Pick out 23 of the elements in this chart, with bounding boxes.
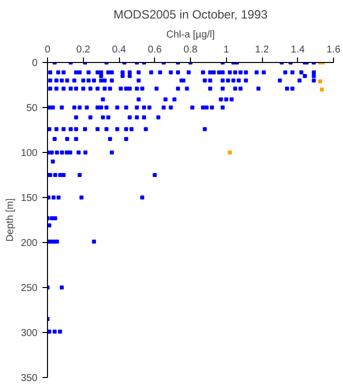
- x-tick-label: 1: [223, 44, 230, 56]
- y-axis-title: Depth [m]: [4, 198, 16, 242]
- y-tick-label: 150: [20, 193, 38, 204]
- y-tick-label: 300: [20, 328, 38, 339]
- x-tick-label: 0.2: [76, 44, 91, 56]
- x-tick-label: 1.4: [290, 44, 306, 56]
- point: [228, 150, 232, 154]
- y-tick-label: 50: [26, 103, 38, 114]
- y-tick-label: 100: [20, 148, 38, 159]
- x-tick-label: 0.4: [112, 44, 126, 56]
- chart-title: MODS2005 in October, 1993: [113, 8, 268, 22]
- x-tick-label: 0.8: [184, 44, 198, 56]
- point: [318, 79, 322, 84]
- y-tick-label: 200: [20, 238, 38, 249]
- y-tick-label: 250: [20, 283, 38, 294]
- point: [320, 88, 324, 92]
- x-tick-label: 1.6: [326, 44, 341, 56]
- y-tick-label: 0: [32, 58, 38, 69]
- x-tick-label: 0: [44, 44, 51, 56]
- y-tick-label: 350: [20, 373, 38, 384]
- x-tick-label: 1.2: [255, 44, 270, 56]
- x-axis-title: Chl-a [µg/l]: [166, 30, 215, 40]
- x-tick-label: 0.6: [148, 44, 162, 56]
